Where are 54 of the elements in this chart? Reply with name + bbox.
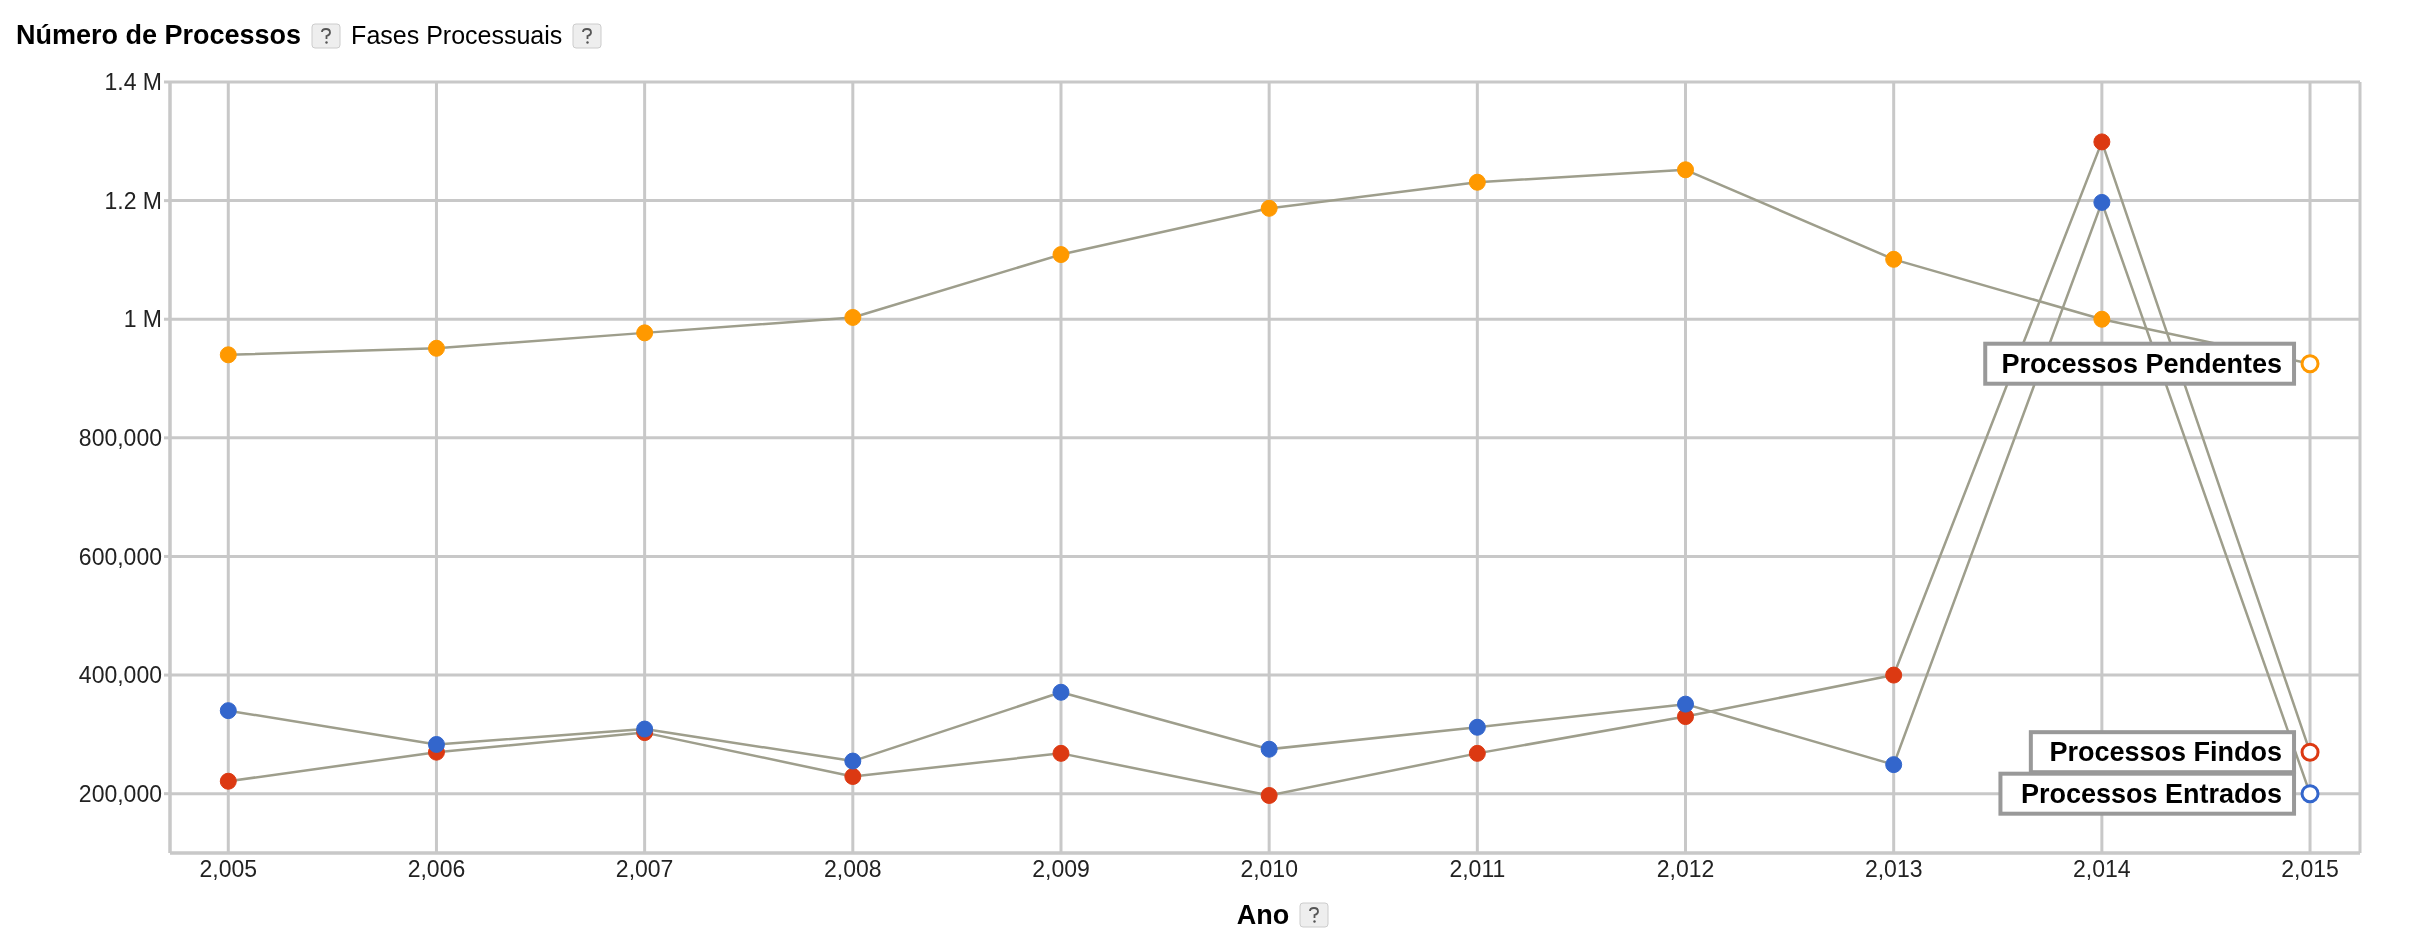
y-tick-label: 600,000 — [78, 543, 162, 570]
point — [1468, 744, 1486, 762]
point — [1885, 666, 1903, 684]
series-label: Processos Findos — [2049, 737, 2283, 768]
point — [1677, 695, 1695, 713]
chart-title: Número de Processos — [16, 20, 302, 51]
x-tick-label: 2,011 — [1449, 856, 1506, 883]
x-tick-label: 2,010 — [1240, 856, 1298, 883]
x-axis-title: Ano — [1236, 899, 1290, 931]
point — [2300, 742, 2320, 762]
point — [844, 752, 862, 770]
y-tick-label: 1 M — [123, 306, 162, 333]
x-tick-label: 2,005 — [199, 856, 258, 883]
x-tick-label: 2,012 — [1656, 856, 1715, 883]
point — [1885, 250, 1903, 268]
y-tick-label: 1.4 M — [104, 69, 162, 96]
point — [1052, 246, 1070, 264]
y-tick-label: 400,000 — [78, 662, 162, 689]
point — [1468, 173, 1486, 191]
point — [219, 702, 237, 720]
point — [636, 720, 654, 738]
point — [844, 767, 862, 785]
point — [1677, 161, 1695, 179]
y-tick-label: 1.2 M — [104, 187, 162, 214]
point — [1260, 740, 1278, 758]
point — [2300, 784, 2320, 804]
x-tick-label: 2,008 — [824, 856, 882, 883]
x-tick-label: 2,015 — [2281, 856, 2339, 883]
point — [1052, 744, 1070, 762]
point — [1468, 718, 1486, 736]
series-label: Processos Pendentes — [2001, 348, 2283, 379]
y-tick-label: 200,000 — [78, 780, 162, 807]
x-tick-label: 2,006 — [407, 856, 466, 883]
x-tick-label: 2,013 — [1864, 856, 1923, 883]
point — [2093, 310, 2111, 328]
point — [427, 339, 445, 357]
y-tick-label: 800,000 — [78, 425, 162, 452]
x-tick-label: 2,014 — [2073, 856, 2131, 883]
point — [844, 308, 862, 326]
point — [427, 735, 445, 753]
point — [219, 346, 237, 364]
point — [2093, 193, 2111, 211]
x-tick-label: 2,009 — [1032, 856, 1090, 883]
x-tick-label: 2,007 — [615, 856, 674, 883]
point — [1260, 786, 1278, 804]
series-label: Processos Entrados — [2020, 778, 2283, 809]
chart-subtitle: Fases Processuais — [351, 21, 563, 50]
point — [1052, 683, 1070, 701]
point — [636, 324, 654, 342]
point — [1260, 199, 1278, 217]
point — [2300, 354, 2320, 374]
point — [1885, 756, 1903, 774]
point — [2093, 133, 2111, 151]
point — [219, 772, 237, 790]
